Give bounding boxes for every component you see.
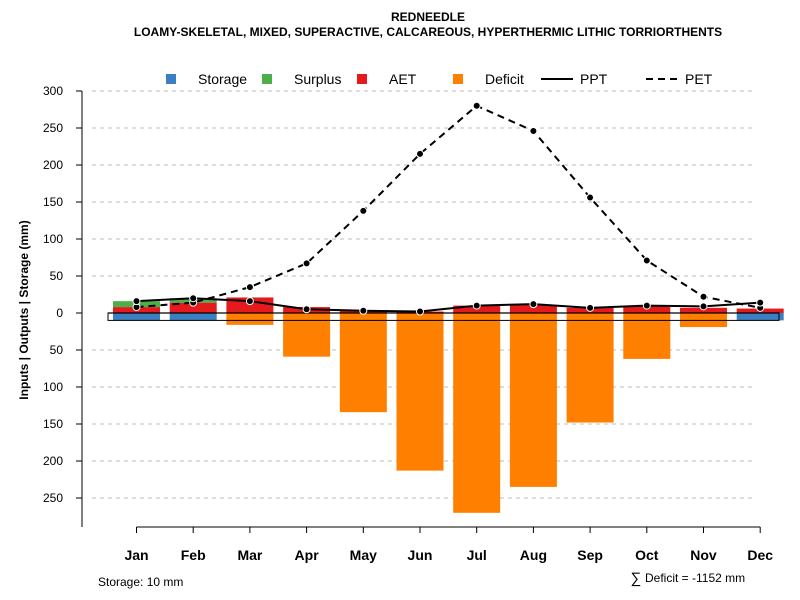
y-tick-label-11: 250 xyxy=(43,491,63,505)
x-tick-label-Nov: Nov xyxy=(690,547,717,563)
x-tick-label-Dec: Dec xyxy=(747,547,773,563)
pet-point-Oct xyxy=(642,256,651,265)
legend-swatch-surplus xyxy=(262,74,272,84)
bar-storage-Jan xyxy=(113,313,160,321)
legend-swatch-storage xyxy=(166,74,176,84)
ppt-point-Feb xyxy=(189,294,198,303)
y-tick-label-4: 100 xyxy=(43,232,63,246)
y-tick-label-9: 150 xyxy=(43,417,63,431)
ppt-point-Dec xyxy=(756,298,765,307)
ppt-point-Sep xyxy=(586,303,595,312)
legend-label-ppt: PPT xyxy=(580,71,608,87)
x-tick-label-Oct: Oct xyxy=(635,547,659,563)
bar-storage-Feb xyxy=(169,313,217,321)
bar-deficit-May xyxy=(339,313,387,413)
x-tick-label-Jul: Jul xyxy=(467,547,487,563)
bar-aet-Nov xyxy=(680,307,727,313)
y-tick-label-8: 100 xyxy=(43,380,63,394)
pet-line xyxy=(136,104,761,309)
pet-point-Mar xyxy=(245,283,254,292)
chart-title: REDNEEDLE xyxy=(391,10,465,24)
x-tick-label-Sep: Sep xyxy=(577,547,603,563)
y-axis-label: Inputs | Outputs | Storage (mm) xyxy=(17,220,31,399)
bars xyxy=(107,297,784,513)
legend-swatch-deficit xyxy=(453,74,463,84)
x-tick-label-Jun: Jun xyxy=(408,547,433,563)
y-tick-label-10: 200 xyxy=(43,454,63,468)
ppt-point-Nov xyxy=(699,302,708,311)
ppt-line xyxy=(136,297,761,313)
ppt-point-Mar xyxy=(245,297,254,306)
x-tick-label-Apr: Apr xyxy=(295,547,320,563)
ppt-point-Apr xyxy=(302,305,311,314)
legend-label-surplus: Surplus xyxy=(294,71,341,87)
legend-label-aet: AET xyxy=(389,71,417,87)
bar-deficit-Jun xyxy=(396,313,444,471)
bar-deficit-Aug xyxy=(509,313,557,487)
pet-point-Jun xyxy=(416,149,424,158)
x-tick-label-Feb: Feb xyxy=(181,547,206,563)
deficit-total: Deficit = -1152 mm xyxy=(645,571,745,585)
storage-note: Storage: 10 mm xyxy=(98,575,183,589)
legend-swatch-aet xyxy=(357,74,367,84)
legend-label-storage: Storage xyxy=(198,71,247,87)
y-tick-label-1: 250 xyxy=(43,121,63,135)
y-tick-label-0: 300 xyxy=(43,84,63,98)
y-tick-label-7: 50 xyxy=(50,343,64,357)
x-tick-label-Jan: Jan xyxy=(124,547,148,563)
lines xyxy=(132,101,765,316)
ppt-point-Aug xyxy=(529,300,538,309)
bar-deficit-Oct xyxy=(623,313,671,359)
pet-point-May xyxy=(359,206,368,215)
y-tick-label-5: 50 xyxy=(50,269,64,283)
x-tick-label-May: May xyxy=(350,547,377,563)
y-tick-label-3: 150 xyxy=(43,195,63,209)
pet-point-Jul xyxy=(472,101,481,110)
x-tick-label-Aug: Aug xyxy=(520,547,547,563)
ppt-point-Jun xyxy=(416,307,424,316)
pet-point-Aug xyxy=(529,126,538,135)
ppt-point-Jan xyxy=(132,297,141,306)
legend-label-pet: PET xyxy=(685,71,713,87)
sum-symbol: ∑ xyxy=(631,570,642,587)
bar-deficit-Jul xyxy=(453,313,501,513)
bar-storage-Dec xyxy=(736,313,784,321)
ppt-point-May xyxy=(359,306,368,315)
ppt-point-Oct xyxy=(642,301,651,310)
ppt-point-Jul xyxy=(472,301,481,310)
bar-deficit-Mar xyxy=(226,313,274,325)
pet-point-Apr xyxy=(302,259,311,268)
bar-deficit-Sep xyxy=(566,313,614,423)
pet-point-Nov xyxy=(699,292,708,301)
y-tick-label-6: 0 xyxy=(56,306,63,320)
bar-aet-Feb xyxy=(169,302,217,313)
y-axis: 300 250 200 150 100 50 0 50 100 150 200 250 xyxy=(43,84,83,527)
bar-deficit-Apr xyxy=(283,313,331,357)
y-tick-label-2: 200 xyxy=(43,158,63,172)
legend-label-deficit: Deficit xyxy=(485,71,524,87)
legend: Storage Surplus AET Deficit PPT PET xyxy=(166,71,713,87)
x-tick-label-Mar: Mar xyxy=(237,547,262,563)
x-axis: Jan Feb Mar Apr May Jun Jul Aug Sep Oct Nov Dec xyxy=(124,526,773,563)
pet-point-Sep xyxy=(586,193,595,202)
chart-subtitle: LOAMY-SKELETAL, MIXED, SUPERACTIVE, CALC… xyxy=(134,25,722,39)
bar-aet-Aug xyxy=(509,304,557,313)
